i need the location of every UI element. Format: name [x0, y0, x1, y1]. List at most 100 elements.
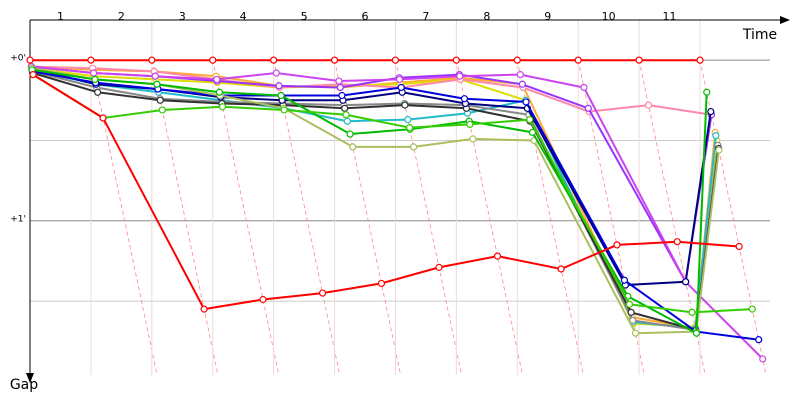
point	[580, 83, 588, 92]
point	[748, 305, 756, 313]
point	[688, 308, 696, 316]
point	[715, 146, 723, 154]
point	[200, 305, 208, 313]
x-tick-label: 4	[240, 10, 247, 23]
point	[406, 124, 414, 132]
point	[631, 329, 640, 337]
point	[272, 69, 280, 77]
point	[90, 69, 98, 77]
x-tick-label: 9	[544, 10, 551, 23]
point	[280, 106, 288, 114]
point	[218, 103, 227, 111]
lap-time-line	[151, 60, 219, 376]
lap-time-line	[455, 60, 523, 376]
series-line	[32, 70, 759, 341]
lap-time-line	[516, 60, 584, 376]
point	[625, 300, 634, 308]
point	[391, 56, 400, 64]
point	[395, 75, 404, 84]
x-axis-arrow	[780, 16, 790, 24]
point	[755, 336, 763, 344]
point	[528, 128, 537, 137]
point	[153, 80, 161, 88]
lap-time-line	[90, 60, 158, 376]
point	[341, 104, 349, 112]
lap-time-line	[273, 60, 341, 376]
point	[404, 115, 412, 124]
point	[735, 242, 743, 251]
lap-time-line	[699, 60, 767, 376]
point	[158, 106, 166, 114]
series-line	[32, 73, 753, 314]
point	[349, 143, 357, 151]
point	[673, 238, 681, 246]
x-tick-label: 10	[602, 10, 616, 23]
point	[513, 56, 521, 64]
point	[275, 82, 283, 90]
x-tick-label: 5	[301, 10, 308, 23]
point	[277, 91, 285, 100]
point	[343, 117, 351, 125]
series	[26, 56, 704, 64]
point	[401, 101, 409, 109]
series-line	[31, 65, 764, 360]
point	[466, 120, 474, 129]
point	[213, 75, 221, 84]
series	[29, 71, 756, 316]
point	[522, 98, 530, 106]
point	[435, 263, 443, 271]
x-tick-label: 3	[179, 10, 186, 23]
series-line	[31, 68, 708, 335]
x-axis-label: Time	[742, 27, 777, 43]
point	[397, 83, 405, 92]
x-tick-label: 7	[422, 10, 429, 23]
point	[518, 80, 526, 88]
point	[557, 265, 565, 273]
point	[338, 91, 346, 100]
y-axis-label: Gap	[10, 377, 38, 393]
point	[270, 56, 278, 64]
y-tick-label: +0'	[10, 54, 26, 64]
series	[29, 71, 743, 313]
point	[493, 252, 502, 260]
point	[209, 56, 217, 64]
point	[703, 88, 711, 96]
point	[318, 289, 327, 297]
lap-time-line	[334, 60, 402, 376]
series	[27, 62, 767, 363]
point	[696, 56, 704, 64]
series-line	[32, 70, 719, 332]
point	[682, 278, 690, 286]
point	[516, 71, 524, 79]
x-tick-label: 8	[483, 10, 490, 23]
x-tick-label: 2	[118, 10, 125, 23]
point	[613, 241, 621, 249]
point	[456, 72, 464, 80]
point	[644, 101, 653, 109]
point	[377, 279, 386, 288]
point	[336, 83, 344, 92]
series-line	[32, 73, 740, 311]
point	[460, 95, 469, 103]
point	[342, 111, 350, 119]
point	[584, 104, 592, 112]
point	[26, 56, 34, 64]
point	[692, 329, 701, 337]
lap-time-line	[395, 60, 462, 376]
point	[330, 56, 339, 64]
y-tick-label: +1'	[10, 214, 26, 224]
series-line	[31, 65, 712, 116]
series-line	[32, 72, 720, 332]
point	[99, 114, 107, 122]
point	[469, 135, 477, 143]
point	[91, 75, 99, 84]
point	[215, 88, 224, 96]
point	[526, 115, 534, 124]
point	[29, 71, 37, 79]
point	[620, 276, 628, 284]
point	[712, 132, 720, 140]
lap-time-line	[638, 60, 706, 376]
point	[259, 295, 267, 304]
